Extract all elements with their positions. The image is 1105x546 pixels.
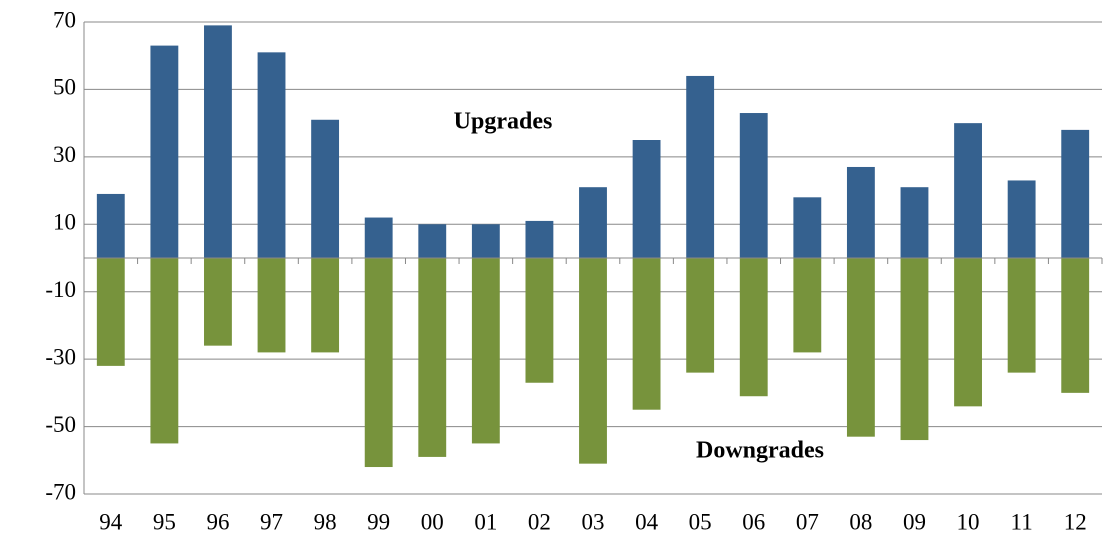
x-tick-label: 98 (314, 509, 337, 534)
bar (204, 258, 232, 346)
x-tick-label: 99 (367, 509, 390, 534)
bar (311, 258, 340, 353)
y-tick-label: 10 (53, 210, 76, 235)
bar (364, 258, 393, 468)
bar (793, 258, 822, 353)
x-tick-label: 96 (206, 509, 229, 534)
x-tick-label: 02 (528, 509, 551, 534)
bar (257, 52, 286, 258)
bar (257, 258, 286, 353)
annotation: Upgrades (454, 109, 553, 135)
x-tick-label: 12 (1064, 509, 1087, 534)
x-tick-label: 05 (689, 509, 712, 534)
bar (846, 166, 875, 258)
bar (954, 123, 982, 259)
y-tick-label: 70 (53, 7, 76, 32)
bar (579, 258, 607, 464)
x-tick-label: 00 (421, 509, 444, 534)
bar (632, 258, 661, 410)
x-tick-label: 06 (742, 509, 765, 534)
y-tick-label: 30 (53, 142, 76, 167)
annotation: Downgrades (696, 438, 824, 464)
y-tick-label: -70 (45, 479, 76, 504)
bar (1061, 258, 1090, 393)
bar (204, 25, 232, 258)
x-tick-label: 07 (796, 509, 819, 534)
bar (900, 258, 929, 441)
bar (150, 45, 179, 258)
y-tick-label: -30 (45, 344, 76, 369)
y-tick-label: -10 (45, 277, 76, 302)
y-tick-label: -50 (45, 412, 76, 437)
bar (471, 224, 500, 258)
bar (579, 187, 607, 258)
bar (311, 119, 340, 259)
x-tick-label: 01 (474, 509, 497, 534)
bar (846, 258, 875, 437)
bar (96, 193, 125, 258)
x-tick-label: 04 (635, 509, 659, 534)
bar (364, 217, 393, 258)
bar (1007, 180, 1036, 258)
bar (954, 258, 982, 407)
bar (900, 187, 929, 258)
bar (150, 258, 179, 444)
bar (471, 258, 500, 444)
bar (686, 258, 715, 373)
bar (525, 258, 554, 383)
bar (525, 220, 554, 258)
bar (739, 258, 768, 397)
x-tick-label: 08 (849, 509, 872, 534)
x-tick-label: 97 (260, 509, 283, 534)
bar (686, 75, 715, 258)
bar (96, 258, 125, 366)
bar (1061, 129, 1090, 258)
x-tick-label: 10 (957, 509, 980, 534)
bar (418, 258, 447, 457)
bar (1007, 258, 1036, 373)
bar (632, 140, 661, 258)
x-tick-label: 09 (903, 509, 926, 534)
bar (418, 224, 447, 258)
bar (793, 197, 822, 258)
x-tick-label: 95 (153, 509, 176, 534)
x-tick-label: 94 (99, 509, 123, 534)
y-tick-label: 50 (53, 75, 76, 100)
x-tick-label: 11 (1011, 509, 1033, 534)
x-tick-label: 03 (582, 509, 605, 534)
bar (739, 113, 768, 259)
